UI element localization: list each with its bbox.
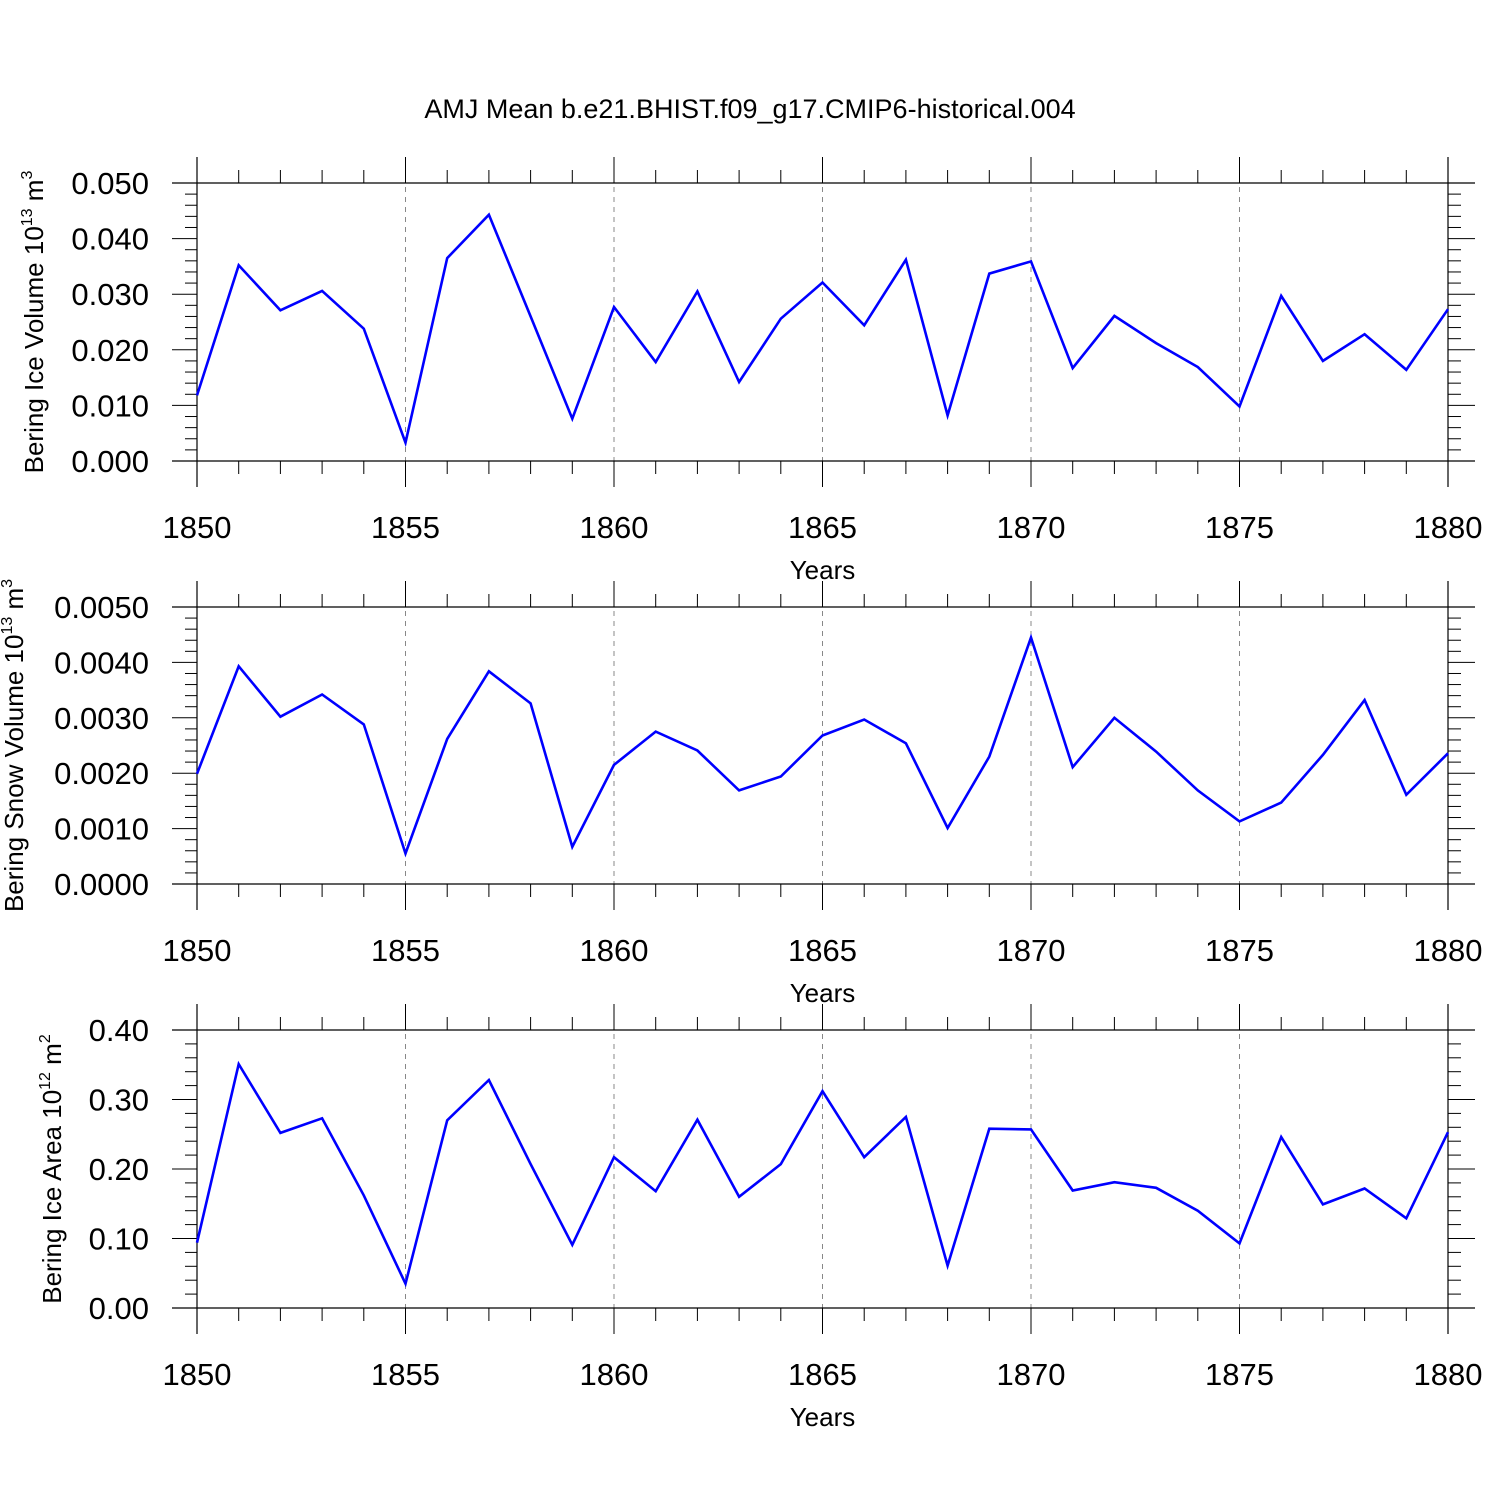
- y-tick-label: 0.030: [71, 277, 149, 312]
- x-tick-label: 1875: [1205, 510, 1274, 545]
- x-tick-label: 1870: [997, 510, 1066, 545]
- x-tick-label: 1855: [371, 933, 440, 968]
- x-axis-label: Years: [790, 1402, 856, 1432]
- y-tick-label: 0.020: [71, 333, 149, 368]
- y-tick-label: 0.000: [71, 444, 149, 479]
- y-tick-label: 0.20: [89, 1152, 149, 1187]
- x-tick-label: 1875: [1205, 933, 1274, 968]
- x-tick-label: 1850: [163, 933, 232, 968]
- y-axis-label-unit-exponent: 2: [37, 1034, 54, 1043]
- x-tick-label: 1880: [1414, 510, 1483, 545]
- y-axis-label: Bering Ice Volume 1013 m3: [19, 171, 49, 474]
- y-tick-label: 0.10: [89, 1222, 149, 1257]
- panel-ice-area: 0.00 0.10 0.20 0.30 0.40 1850 1855 1860 1865 1870…: [37, 1004, 1482, 1432]
- y-tick-label: 0.40: [89, 1013, 149, 1048]
- y-tick-label: 0.0040: [54, 645, 149, 680]
- y-tick-label: 0.0010: [54, 812, 149, 847]
- y-axis-label: Bering Ice Area 1012 m2: [37, 1034, 67, 1304]
- y-tick-label: 0.30: [89, 1083, 149, 1118]
- x-tick-label: 1875: [1205, 1357, 1274, 1392]
- y-axis-label-text: Bering Ice Volume 10: [19, 226, 49, 473]
- y-axis-label-exponent: 13: [19, 208, 36, 226]
- panel-snow-volume: 0.0000 0.0010 0.0020 0.0030 0.0040 0.0050 1850…: [0, 579, 1482, 1008]
- y-axis-label-unit: m: [19, 180, 49, 209]
- x-tick-label: 1860: [580, 1357, 649, 1392]
- panel-ice-volume: 0.000 0.010 0.020 0.030 0.040 0.050 1850 1855 18…: [19, 157, 1482, 585]
- x-axis-label: Years: [790, 978, 856, 1008]
- y-tick-label: 0.040: [71, 222, 149, 257]
- x-tick-label: 1870: [997, 933, 1066, 968]
- y-tick-label: 0.0050: [54, 590, 149, 625]
- x-tick-label: 1860: [580, 510, 649, 545]
- y-tick-label: 0.0020: [54, 756, 149, 791]
- y-tick-label: 0.010: [71, 388, 149, 423]
- x-tick-label: 1855: [371, 1357, 440, 1392]
- y-tick-label: 0.050: [71, 166, 149, 201]
- x-tick-label: 1870: [997, 1357, 1066, 1392]
- y-axis-label-unit: m: [37, 1043, 67, 1072]
- y-axis-label-unit-exponent: 3: [19, 171, 36, 180]
- y-tick-label: 0.00: [89, 1291, 149, 1326]
- x-tick-label: 1850: [163, 510, 232, 545]
- x-tick-label: 1865: [788, 1357, 857, 1392]
- series-line: [195, 633, 1449, 858]
- x-tick-label: 1880: [1414, 933, 1483, 968]
- y-tick-label: 0.0030: [54, 701, 149, 736]
- y-axis-label-exponent: 12: [37, 1072, 54, 1090]
- y-axis-label-text: Bering Ice Area 10: [37, 1090, 67, 1304]
- x-tick-label: 1865: [788, 933, 857, 968]
- series-line: [195, 212, 1450, 448]
- y-axis-label-unit-exponent: 3: [0, 579, 16, 588]
- y-tick-label: 0.0000: [54, 867, 149, 902]
- y-axis-label: Bering Snow Volume 1013 m3: [0, 579, 29, 912]
- y-axis-label-unit: m: [0, 588, 29, 617]
- y-axis-label-exponent: 13: [0, 617, 16, 635]
- y-axis-label-text: Bering Snow Volume 10: [0, 635, 29, 913]
- x-tick-label: 1865: [788, 510, 857, 545]
- x-tick-label: 1855: [371, 510, 440, 545]
- figure-title: AMJ Mean b.e21.BHIST.f09_g17.CMIP6-histo…: [424, 94, 1075, 124]
- x-tick-label: 1860: [580, 933, 649, 968]
- x-tick-label: 1850: [163, 1357, 232, 1392]
- x-tick-label: 1880: [1414, 1357, 1483, 1392]
- series-line: [195, 1060, 1450, 1288]
- x-axis-label: Years: [790, 555, 856, 585]
